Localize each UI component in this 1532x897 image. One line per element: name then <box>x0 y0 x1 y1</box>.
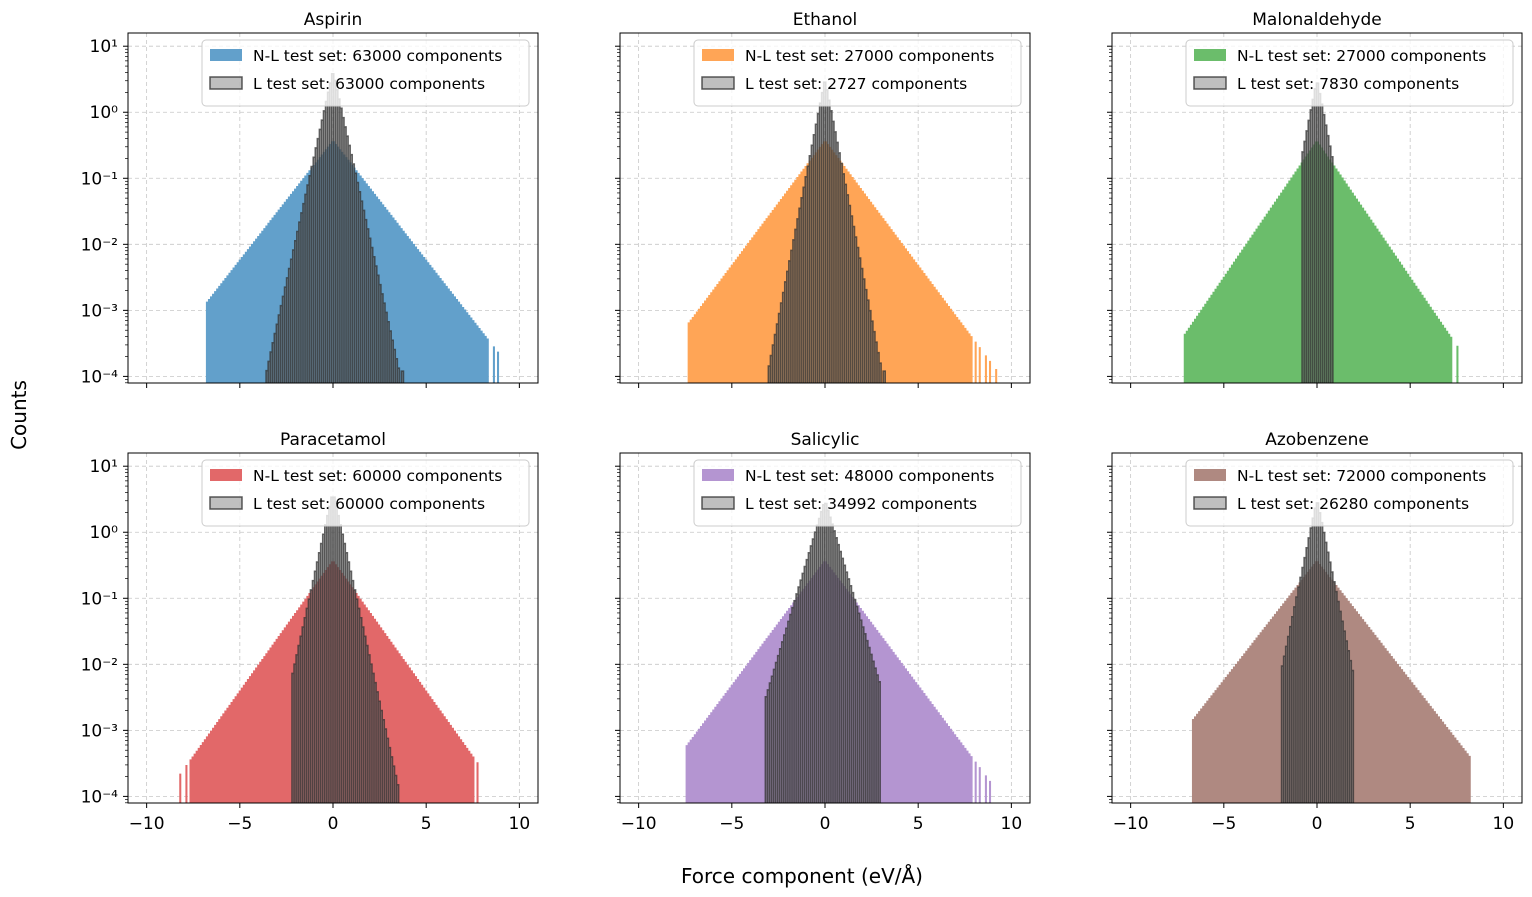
legend-swatch-nl <box>210 49 242 61</box>
legend-box <box>201 39 530 107</box>
xtick-label: −5 <box>719 814 744 834</box>
legend: N-L test set: 27000 components L test set… <box>1185 39 1514 107</box>
legend-label-l: L test set: 34992 components <box>745 495 977 513</box>
ytick-label: 10⁻² <box>81 655 118 675</box>
legend: N-L test set: 27000 components L test set… <box>693 39 1022 107</box>
ytick-label: 10⁻⁴ <box>81 367 119 387</box>
xtick-label: −10 <box>621 814 657 834</box>
subplot-title: Malonaldehyde <box>1252 10 1381 30</box>
legend-label-l: L test set: 7830 components <box>1237 75 1459 93</box>
l-histogram-edge <box>767 81 886 383</box>
xtick-label: −5 <box>227 814 252 834</box>
legend-swatch-l <box>1193 496 1227 510</box>
xtick-label: 5 <box>421 814 432 834</box>
xtick-label: −10 <box>129 814 165 834</box>
figure-xlabel: Force component (eV/Å) <box>681 864 923 888</box>
ytick-label: 10¹ <box>90 457 118 477</box>
xtick-label: 5 <box>1405 814 1416 834</box>
ytick-label: 10⁻¹ <box>81 589 118 609</box>
legend-box <box>1185 39 1514 107</box>
xtick-label: 0 <box>328 814 339 834</box>
legend: N-L test set: 60000 components L test set… <box>201 459 530 527</box>
legend-label-nl: N-L test set: 63000 components <box>253 47 502 65</box>
legend-swatch-nl <box>702 49 734 61</box>
legend-label-nl: N-L test set: 48000 components <box>745 467 994 485</box>
legend: N-L test set: 48000 components L test set… <box>693 459 1022 527</box>
legend-swatch-l <box>701 496 735 510</box>
legend-label-l: L test set: 26280 components <box>1237 495 1469 513</box>
legend-swatch-nl <box>1194 469 1226 481</box>
subplot-title: Aspirin <box>304 10 363 30</box>
legend: N-L test set: 72000 components L test set… <box>1185 459 1514 527</box>
histogram-area <box>179 496 479 803</box>
legend-box <box>1185 459 1514 527</box>
legend-label-nl: N-L test set: 60000 components <box>253 467 502 485</box>
legend-box <box>693 459 1022 527</box>
legend-label-l: L test set: 63000 components <box>253 75 485 93</box>
figure-ylabel: Counts <box>7 380 31 450</box>
legend-label-nl: N-L test set: 27000 components <box>745 47 994 65</box>
xtick-label: 0 <box>1312 814 1323 834</box>
legend-swatch-nl <box>1194 49 1226 61</box>
ytick-label: 10¹ <box>90 37 118 57</box>
subplot-title: Ethanol <box>793 10 858 30</box>
histogram-area <box>205 72 500 383</box>
subplot-aspirin: 10⁻⁴ 10⁻³ 10⁻² 10⁻¹ 10⁰ 10¹ Aspirin N-L test se… <box>81 10 539 388</box>
xtick-label: −5 <box>1211 814 1236 834</box>
subplot-grid: 10⁻⁴ 10⁻³ 10⁻² 10⁻¹ 10⁰ 10¹ Aspirin N-L test se… <box>81 10 1523 834</box>
ytick-label: 10⁻¹ <box>81 169 118 189</box>
histogram-area <box>687 81 998 383</box>
legend-label-l: L test set: 2727 components <box>745 75 967 93</box>
legend-swatch-l <box>209 496 243 510</box>
subplot-ethanol: Ethanol N-L test set: 27000 components L t… <box>615 10 1031 388</box>
legend-label-nl: N-L test set: 27000 components <box>1237 47 1486 65</box>
histogram-area <box>685 502 992 803</box>
ytick-label: 10⁻³ <box>81 721 118 741</box>
xtick-label: −10 <box>1113 814 1149 834</box>
subplot-title: Salicylic <box>791 430 860 450</box>
legend-swatch-nl <box>702 469 734 481</box>
subplot-azobenzene: −10 −5 0 5 10 Azobenzene N-L test set: 72000 c… <box>1107 430 1523 834</box>
legend-box <box>693 39 1022 107</box>
legend-swatch-l <box>209 76 243 90</box>
legend-swatch-nl <box>210 469 242 481</box>
legend: N-L test set: 63000 components L test set… <box>201 39 530 107</box>
xtick-label: 0 <box>820 814 831 834</box>
subplot-title: Azobenzene <box>1265 430 1369 450</box>
subplot-title: Paracetamol <box>280 430 386 450</box>
ytick-label: 10⁰ <box>90 103 119 123</box>
subplot-malonaldehyde: Malonaldehyde N-L test set: 27000 compone… <box>1107 10 1523 388</box>
histogram-area <box>1191 502 1471 803</box>
xtick-label: 10 <box>1493 814 1515 834</box>
legend-box <box>201 459 530 527</box>
legend-label-l: L test set: 60000 components <box>253 495 485 513</box>
xtick-label: 10 <box>509 814 531 834</box>
subplot-paracetamol: −10 −5 0 5 10 10⁻⁴ 10⁻³ 10⁻² 10⁻¹ 10⁰ 10¹ Paracetam… <box>81 430 539 834</box>
legend-label-nl: N-L test set: 72000 components <box>1237 467 1486 485</box>
xtick-label: 10 <box>1001 814 1023 834</box>
legend-swatch-l <box>1193 76 1227 90</box>
ytick-label: 10⁻² <box>81 235 118 255</box>
ytick-label: 10⁰ <box>90 523 119 543</box>
xtick-label: 5 <box>913 814 924 834</box>
histogram-area <box>1183 82 1459 383</box>
legend-swatch-l <box>701 76 735 90</box>
ytick-label: 10⁻⁴ <box>81 787 119 807</box>
ytick-label: 10⁻³ <box>81 301 118 321</box>
subplot-salicylic: −10 −5 0 5 10 Salicylic N-L test set: 48000 co… <box>615 430 1031 834</box>
